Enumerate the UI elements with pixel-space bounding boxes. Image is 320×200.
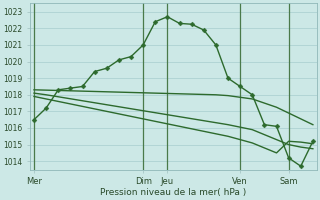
- X-axis label: Pression niveau de la mer( hPa ): Pression niveau de la mer( hPa ): [100, 188, 247, 197]
